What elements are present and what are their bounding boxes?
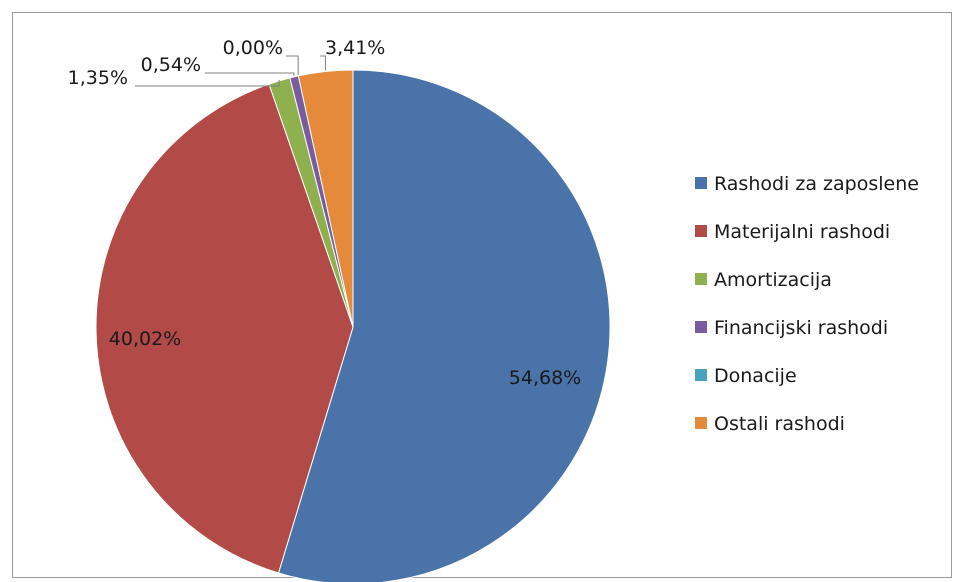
pie-slice-materijalni-rashodi — [95, 83, 354, 574]
legend-label-financijski-rashodi: Financijski rashodi — [714, 317, 888, 339]
data-label-amortizacija: 1,35% — [68, 67, 128, 89]
legend-swatch-ostali-rashodi — [695, 417, 707, 429]
legend-swatch-materijalni-rashodi — [695, 225, 707, 237]
legend-label-donacije: Donacije — [714, 365, 797, 387]
data-label-donacije: 0,00% — [223, 37, 283, 59]
leader-line-ostali-rashodi — [320, 55, 326, 71]
legend-swatch-amortizacija — [695, 273, 707, 285]
pie-slice-ostali-rashodi — [297, 69, 354, 328]
legend-label-ostali-rashodi: Ostali rashodi — [714, 413, 845, 435]
legend-swatch-rashodi-za-zaposlene — [695, 177, 707, 189]
legend-label-amortizacija: Amortizacija — [714, 269, 832, 291]
leader-line-donacije — [286, 55, 299, 75]
data-label-materijalni-rashodi: 40,02% — [109, 328, 181, 350]
leader-line-financijski-rashodi — [205, 72, 295, 76]
data-label-rashodi-za-zaposlene: 54,68% — [509, 367, 581, 389]
legend-label-materijalni-rashodi: Materijalni rashodi — [714, 221, 890, 243]
pie-slice-rashodi-za-zaposlene — [277, 69, 611, 582]
legend-swatch-donacije — [695, 369, 707, 381]
data-label-ostali-rashodi: 3,41% — [325, 37, 385, 59]
data-label-financijski-rashodi: 0,54% — [141, 54, 201, 76]
legend-label-rashodi-za-zaposlene: Rashodi za zaposlene — [714, 173, 919, 195]
legend-swatch-financijski-rashodi — [695, 321, 707, 333]
leader-line-amortizacija — [135, 79, 280, 87]
